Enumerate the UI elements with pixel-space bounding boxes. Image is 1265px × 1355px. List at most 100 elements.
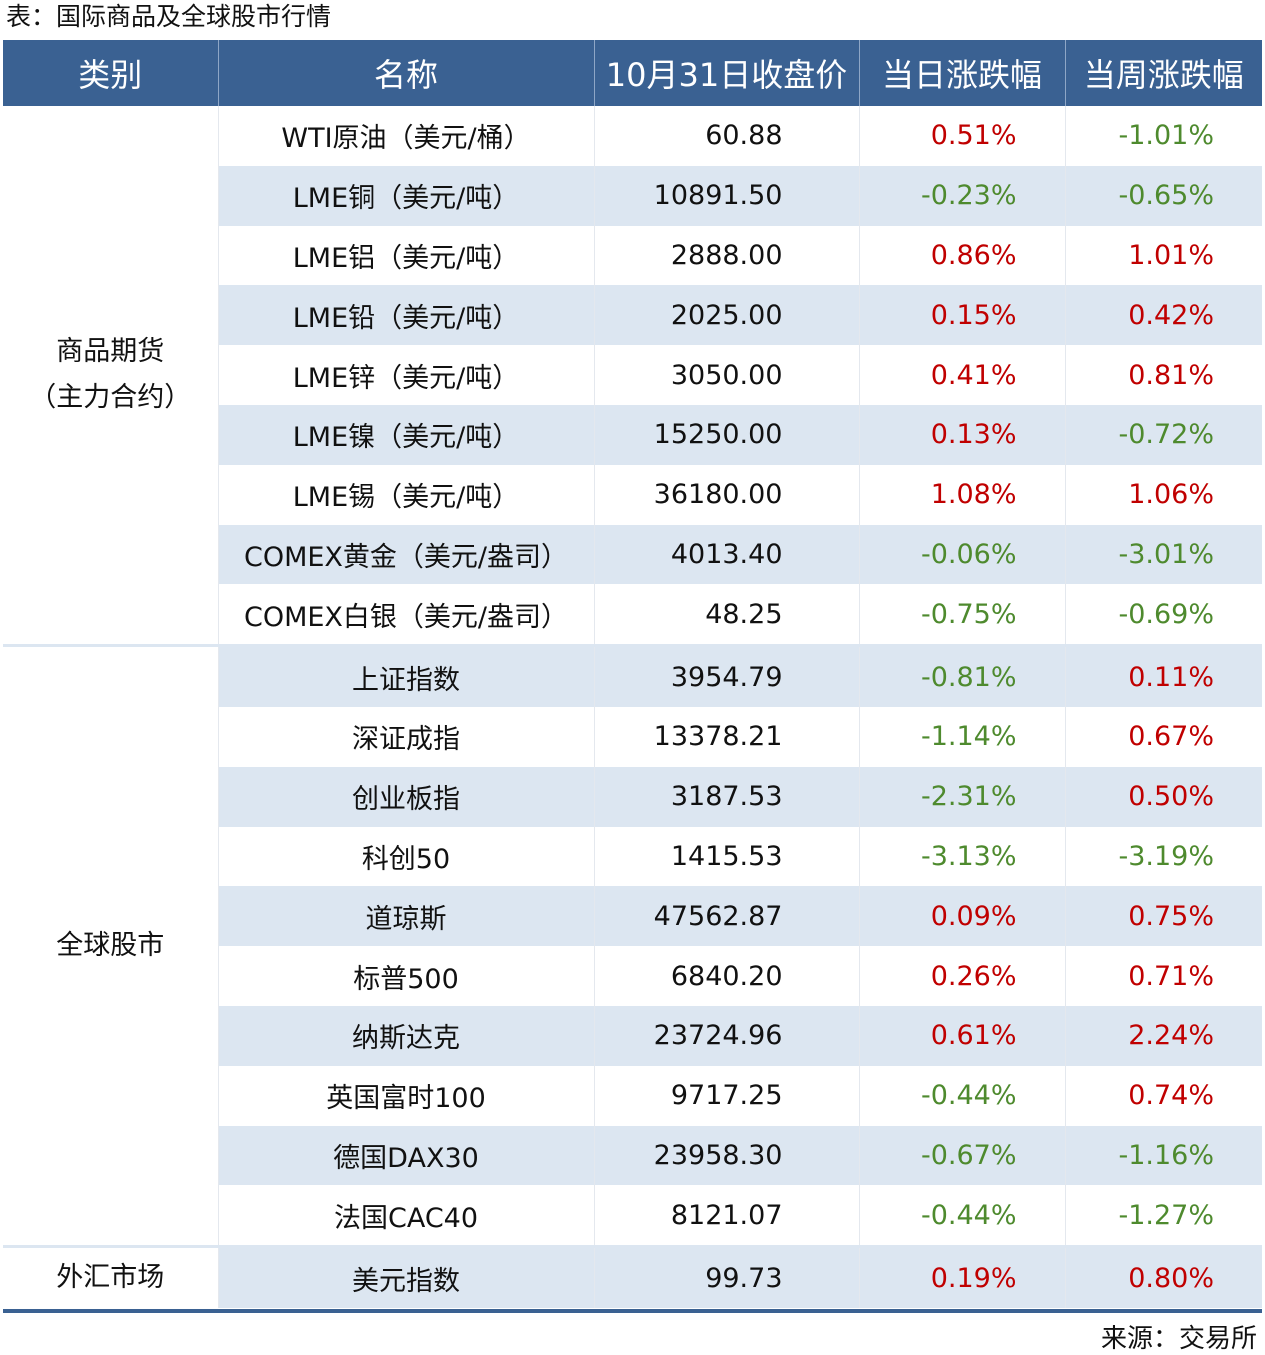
- table-row: LME铜（美元/吨） 10891.50 -0.23% -0.65%: [3, 165, 1262, 226]
- market-table: 类别 名称 10月31日收盘价 当日涨跌幅 当周涨跌幅 商品期货 （主力合约） WT…: [3, 40, 1262, 1308]
- table-row: 商品期货 （主力合约） WTI原油（美元/桶） 60.88 0.51% -1.01%: [3, 106, 1262, 646]
- day-change: -3.13%: [858, 826, 1065, 887]
- instrument-name: 深证成指: [217, 706, 594, 767]
- week-change: -0.69%: [1064, 584, 1262, 646]
- category-label: 全球股市: [56, 930, 165, 962]
- week-change: -0.72%: [1064, 404, 1262, 465]
- category-label: （主力合约）: [29, 382, 192, 414]
- header-day-change: 当日涨跌幅: [858, 40, 1065, 106]
- day-change: 0.51%: [858, 106, 1065, 166]
- day-change: 0.13%: [858, 404, 1065, 465]
- close-price: 9717.25: [593, 1065, 859, 1126]
- day-change: 0.09%: [858, 886, 1065, 947]
- week-change: 0.67%: [1064, 706, 1262, 767]
- instrument-name: 纳斯达克: [217, 1005, 594, 1066]
- day-change: 0.61%: [858, 1005, 1065, 1066]
- close-price: 3954.79: [593, 644, 859, 707]
- category-label: 外汇市场: [56, 1262, 165, 1294]
- week-change: -3.01%: [1064, 524, 1262, 585]
- table-row: 德国DAX30 23958.30 -0.67% -1.16%: [3, 1125, 1262, 1186]
- category-cell: 全球股市: [3, 644, 218, 1247]
- close-price: 99.73: [593, 1245, 859, 1308]
- week-change: 0.80%: [1064, 1245, 1262, 1308]
- instrument-name: WTI原油（美元/桶）: [217, 106, 594, 166]
- day-change: -0.06%: [858, 524, 1065, 585]
- category-cell: 商品期货 （主力合约）: [3, 106, 218, 646]
- week-change: -1.16%: [1064, 1125, 1262, 1186]
- header-category: 类别: [3, 40, 218, 106]
- table-title: 表：国际商品及全球股市行情: [6, 2, 332, 31]
- category-label: 商品期货: [56, 336, 165, 368]
- close-price: 47562.87: [593, 886, 859, 947]
- day-change: 0.41%: [858, 345, 1065, 405]
- table-row: LME铅（美元/吨） 2025.00 0.15% 0.42%: [3, 285, 1262, 346]
- instrument-name: 美元指数: [217, 1245, 594, 1308]
- bottom-rule: [3, 1309, 1262, 1313]
- header-row: 类别 名称 10月31日收盘价 当日涨跌幅 当周涨跌幅: [3, 40, 1262, 106]
- table-row: LME镍（美元/吨） 15250.00 0.13% -0.72%: [3, 404, 1262, 465]
- instrument-name: LME铝（美元/吨）: [217, 225, 594, 286]
- instrument-name: 创业板指: [217, 766, 594, 827]
- day-change: -0.67%: [858, 1125, 1065, 1186]
- day-change: 0.15%: [858, 285, 1065, 346]
- instrument-name: 科创50: [217, 826, 594, 887]
- day-change: 1.08%: [858, 464, 1065, 525]
- week-change: 0.71%: [1064, 946, 1262, 1006]
- table-row: LME铝（美元/吨） 2888.00 0.86% 1.01%: [3, 225, 1262, 286]
- close-price: 2888.00: [593, 225, 859, 286]
- week-change: 0.81%: [1064, 345, 1262, 405]
- day-change: 0.86%: [858, 225, 1065, 286]
- close-price: 6840.20: [593, 946, 859, 1006]
- week-change: 0.11%: [1064, 644, 1262, 707]
- close-price: 23724.96: [593, 1005, 859, 1066]
- table-row: 深证成指 13378.21 -1.14% 0.67%: [3, 706, 1262, 767]
- table-row: LME锡（美元/吨） 36180.00 1.08% 1.06%: [3, 464, 1262, 525]
- instrument-name: 德国DAX30: [217, 1125, 594, 1186]
- table-row: 纳斯达克 23724.96 0.61% 2.24%: [3, 1005, 1262, 1066]
- table-row: 外汇市场 美元指数 99.73 0.19% 0.80%: [3, 1245, 1262, 1308]
- day-change: -1.14%: [858, 706, 1065, 767]
- close-price: 48.25: [593, 584, 859, 646]
- instrument-name: 道琼斯: [217, 886, 594, 947]
- header-week-change: 当周涨跌幅: [1064, 40, 1262, 106]
- week-change: 0.42%: [1064, 285, 1262, 346]
- week-change: -1.27%: [1064, 1185, 1262, 1247]
- close-price: 13378.21: [593, 706, 859, 767]
- instrument-name: LME镍（美元/吨）: [217, 404, 594, 465]
- day-change: -2.31%: [858, 766, 1065, 827]
- close-price: 1415.53: [593, 826, 859, 887]
- instrument-name: 标普500: [217, 946, 594, 1006]
- table-row: LME锌（美元/吨） 3050.00 0.41% 0.81%: [3, 345, 1262, 405]
- table-row: COMEX黄金（美元/盎司） 4013.40 -0.06% -3.01%: [3, 524, 1262, 585]
- table-row: 标普500 6840.20 0.26% 0.71%: [3, 946, 1262, 1006]
- header-close: 10月31日收盘价: [593, 40, 859, 106]
- source-note: 来源：交易所: [1100, 1324, 1257, 1354]
- week-change: 1.06%: [1064, 464, 1262, 525]
- day-change: 0.19%: [858, 1245, 1065, 1308]
- close-price: 2025.00: [593, 285, 859, 346]
- close-price: 10891.50: [593, 165, 859, 226]
- category-cell: 外汇市场: [3, 1245, 218, 1308]
- close-price: 4013.40: [593, 524, 859, 585]
- close-price: 15250.00: [593, 404, 859, 465]
- close-price: 36180.00: [593, 464, 859, 525]
- day-change: 0.26%: [858, 946, 1065, 1006]
- instrument-name: 法国CAC40: [217, 1185, 594, 1247]
- day-change: -0.44%: [858, 1065, 1065, 1126]
- instrument-name: 上证指数: [217, 644, 594, 707]
- table-row: COMEX白银（美元/盎司） 48.25 -0.75% -0.69%: [3, 584, 1262, 646]
- table-row: 英国富时100 9717.25 -0.44% 0.74%: [3, 1065, 1262, 1126]
- table-row: 法国CAC40 8121.07 -0.44% -1.27%: [3, 1185, 1262, 1247]
- instrument-name: 英国富时100: [217, 1065, 594, 1126]
- week-change: 1.01%: [1064, 225, 1262, 286]
- week-change: -0.65%: [1064, 165, 1262, 226]
- table-row: 创业板指 3187.53 -2.31% 0.50%: [3, 766, 1262, 827]
- day-change: -0.23%: [858, 165, 1065, 226]
- close-price: 60.88: [593, 106, 859, 166]
- week-change: -1.01%: [1064, 106, 1262, 166]
- instrument-name: LME锌（美元/吨）: [217, 345, 594, 405]
- week-change: 0.75%: [1064, 886, 1262, 947]
- table-row: 道琼斯 47562.87 0.09% 0.75%: [3, 886, 1262, 947]
- week-change: 0.74%: [1064, 1065, 1262, 1126]
- week-change: 0.50%: [1064, 766, 1262, 827]
